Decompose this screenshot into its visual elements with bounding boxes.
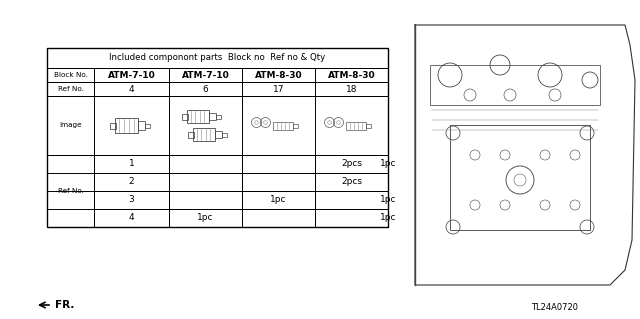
Text: 1pc: 1pc xyxy=(380,213,396,222)
Bar xyxy=(47,68,388,82)
Bar xyxy=(94,191,169,209)
Bar xyxy=(47,48,388,227)
Bar xyxy=(186,110,209,123)
Text: 1pc: 1pc xyxy=(270,196,287,204)
Bar xyxy=(346,122,365,130)
Text: Block No.: Block No. xyxy=(54,72,88,78)
Text: 4: 4 xyxy=(129,213,134,222)
Bar xyxy=(242,191,315,209)
Text: Ref No.: Ref No. xyxy=(58,188,83,194)
Bar xyxy=(138,121,145,130)
Bar xyxy=(94,173,169,191)
Bar xyxy=(182,114,188,120)
Text: Image: Image xyxy=(59,122,82,129)
Bar xyxy=(94,209,169,227)
Text: 1pc: 1pc xyxy=(197,213,214,222)
Text: 17: 17 xyxy=(273,85,284,93)
Bar xyxy=(47,155,94,227)
Bar xyxy=(145,123,150,128)
Bar xyxy=(216,115,221,118)
Bar xyxy=(430,65,600,105)
Bar xyxy=(169,209,242,227)
Bar xyxy=(47,82,388,96)
Bar xyxy=(315,155,388,173)
Bar xyxy=(242,209,315,227)
Bar xyxy=(169,173,242,191)
Text: TL24A0720: TL24A0720 xyxy=(531,302,579,311)
Text: 2pcs: 2pcs xyxy=(341,160,362,168)
Bar xyxy=(47,48,388,68)
Text: 2: 2 xyxy=(129,177,134,187)
Bar xyxy=(215,131,222,138)
Bar xyxy=(315,209,388,227)
Text: Included componont parts  Block no  Ref no & Qty: Included componont parts Block no Ref no… xyxy=(109,54,326,63)
Bar xyxy=(188,131,193,137)
Bar xyxy=(365,123,371,128)
Bar xyxy=(315,191,388,209)
Text: FR.: FR. xyxy=(55,300,74,310)
Bar xyxy=(193,128,215,141)
Text: ATM-8-30: ATM-8-30 xyxy=(328,70,375,79)
Bar xyxy=(242,155,315,173)
Bar xyxy=(169,155,242,173)
Bar xyxy=(94,155,169,173)
Bar xyxy=(273,122,292,130)
Bar xyxy=(169,191,242,209)
Bar xyxy=(109,122,115,129)
Text: 1: 1 xyxy=(129,160,134,168)
Bar xyxy=(47,96,388,155)
Bar xyxy=(450,125,590,230)
Text: ATM-7-10: ATM-7-10 xyxy=(182,70,229,79)
Text: 2pcs: 2pcs xyxy=(341,177,362,187)
Text: Ref No.: Ref No. xyxy=(58,86,83,92)
Text: 3: 3 xyxy=(129,196,134,204)
Bar xyxy=(292,123,298,128)
Bar xyxy=(222,132,227,137)
Bar xyxy=(315,173,388,191)
Bar xyxy=(115,118,138,133)
Text: 18: 18 xyxy=(346,85,357,93)
Text: ATM-8-30: ATM-8-30 xyxy=(255,70,302,79)
Text: 1pc: 1pc xyxy=(380,160,396,168)
Text: 6: 6 xyxy=(203,85,209,93)
Bar xyxy=(209,113,216,120)
Bar xyxy=(242,173,315,191)
Text: 1pc: 1pc xyxy=(380,196,396,204)
Text: ATM-7-10: ATM-7-10 xyxy=(108,70,156,79)
Text: 4: 4 xyxy=(129,85,134,93)
